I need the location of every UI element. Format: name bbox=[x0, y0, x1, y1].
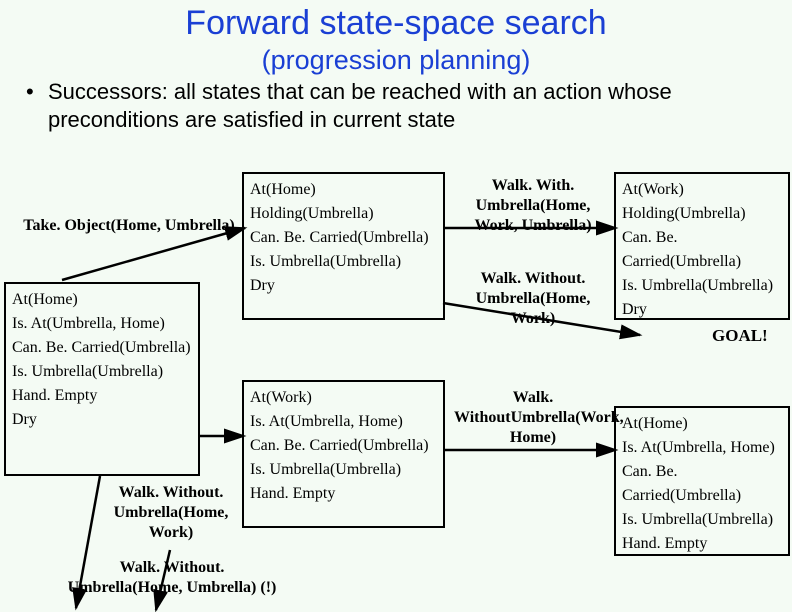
edge-label-e_walkwith: Walk. With. Umbrella(Home, Work, Umbrell… bbox=[454, 176, 612, 236]
state-line: Is. Umbrella(Umbrella) bbox=[12, 360, 192, 384]
edge-label-e_walkwithoutU: Walk. Without. Umbrella(Home, Work) bbox=[454, 269, 612, 329]
state-line: Can. Be. Carried(Umbrella) bbox=[250, 226, 437, 250]
state-line: Hand. Empty bbox=[250, 482, 437, 506]
state-line: Is. Umbrella(Umbrella) bbox=[250, 458, 437, 482]
state-line: Hand. Empty bbox=[622, 532, 782, 556]
state-line: Can. Be. Carried(Umbrella) bbox=[622, 460, 782, 508]
state-s3: At(Work)Holding(Umbrella)Can. Be. Carrie… bbox=[614, 172, 790, 320]
state-line: Holding(Umbrella) bbox=[622, 202, 782, 226]
state-s2: At(Work)Is. At(Umbrella, Home)Can. Be. C… bbox=[242, 380, 445, 528]
edge-label-e_take: Take. Object(Home, Umbrella) bbox=[18, 216, 240, 236]
state-line: Dry bbox=[12, 408, 192, 432]
bullet-text: Successors: all states that can be reach… bbox=[0, 78, 792, 133]
state-line: At(Work) bbox=[622, 178, 782, 202]
goal-label: GOAL! bbox=[712, 326, 768, 346]
state-line: Can. Be. Carried(Umbrella) bbox=[250, 434, 437, 458]
state-line: Is. Umbrella(Umbrella) bbox=[622, 508, 782, 532]
state-line: At(Home) bbox=[12, 288, 192, 312]
edge-label-e_walkwithout_WH: Walk. WithoutUmbrella(Work, Home) bbox=[454, 388, 612, 448]
page-subtitle: (progression planning) bbox=[0, 45, 792, 76]
state-line: Is. At(Umbrella, Home) bbox=[622, 436, 782, 460]
state-s0: At(Home)Is. At(Umbrella, Home)Can. Be. C… bbox=[4, 282, 200, 476]
state-line: Hand. Empty bbox=[12, 384, 192, 408]
state-line: Is. Umbrella(Umbrella) bbox=[622, 274, 782, 298]
state-line: At(Home) bbox=[250, 178, 437, 202]
state-line: Is. Umbrella(Umbrella) bbox=[250, 250, 437, 274]
state-line: Is. At(Umbrella, Home) bbox=[250, 410, 437, 434]
state-line: At(Home) bbox=[622, 412, 782, 436]
state-line: Holding(Umbrella) bbox=[250, 202, 437, 226]
edge-label-e_walkwithout_umb: Walk. Without. Umbrella(Home, Umbrella) … bbox=[66, 558, 278, 598]
state-line: At(Work) bbox=[250, 386, 437, 410]
state-s1: At(Home)Holding(Umbrella)Can. Be. Carrie… bbox=[242, 172, 445, 320]
state-s4: At(Home)Is. At(Umbrella, Home)Can. Be. C… bbox=[614, 406, 790, 556]
edge-label-e_walkwithout_left: Walk. Without. Umbrella(Home, Work) bbox=[94, 483, 248, 543]
state-line: Can. Be. Carried(Umbrella) bbox=[622, 226, 782, 274]
state-line: Dry bbox=[250, 274, 437, 298]
page-title: Forward state-space search bbox=[0, 0, 792, 43]
state-line: Is. At(Umbrella, Home) bbox=[12, 312, 192, 336]
state-line: Dry bbox=[622, 298, 782, 322]
state-line: Can. Be. Carried(Umbrella) bbox=[12, 336, 192, 360]
